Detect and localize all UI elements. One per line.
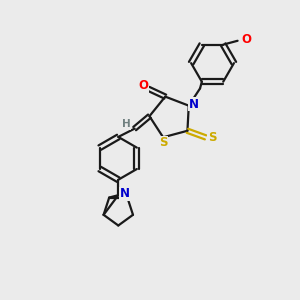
- Text: O: O: [138, 80, 148, 92]
- Text: H: H: [122, 119, 131, 129]
- Text: N: N: [189, 98, 199, 111]
- Text: S: S: [208, 131, 216, 144]
- Text: O: O: [242, 33, 251, 46]
- Text: N: N: [120, 187, 130, 200]
- Text: S: S: [159, 136, 167, 149]
